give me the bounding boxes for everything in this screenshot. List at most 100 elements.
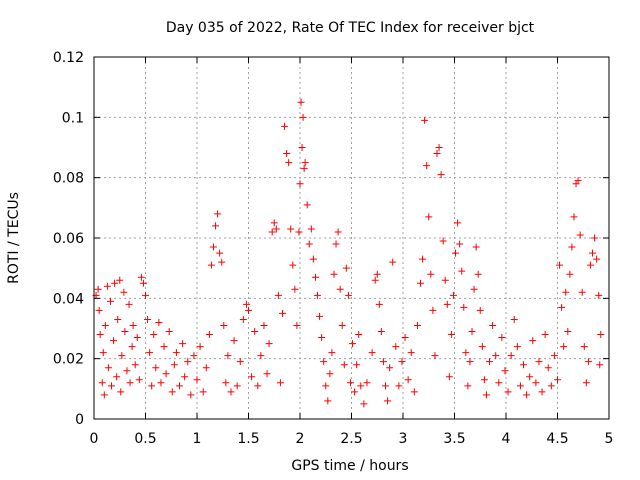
data-point (520, 361, 528, 369)
data-point (482, 391, 490, 399)
data-point (507, 352, 515, 360)
data-point (523, 391, 531, 399)
data-point (293, 321, 301, 329)
data-point (181, 373, 189, 381)
data-point (538, 388, 546, 396)
x-tick-label: 4.5 (546, 431, 568, 447)
data-point (318, 334, 326, 342)
data-point (207, 261, 215, 269)
data-point (449, 291, 457, 299)
data-point (111, 279, 119, 287)
data-point (447, 331, 455, 339)
data-point (413, 321, 421, 329)
data-point (307, 225, 315, 233)
data-point (562, 288, 570, 296)
data-point (389, 258, 397, 266)
data-point (202, 364, 210, 372)
data-point (172, 349, 180, 357)
data-point (554, 376, 561, 384)
data-point (419, 255, 427, 263)
x-tick-label: 3.5 (443, 431, 465, 447)
data-point (263, 370, 271, 378)
data-point (227, 388, 235, 396)
data-point (395, 382, 403, 390)
data-point (580, 343, 588, 351)
data-point (360, 400, 368, 408)
data-point (270, 219, 278, 227)
data-point (150, 331, 158, 339)
data-point (274, 291, 282, 299)
data-point (311, 273, 319, 281)
data-point (407, 349, 415, 357)
data-point (146, 349, 154, 357)
data-point (334, 228, 342, 236)
data-point (423, 162, 431, 170)
data-point (108, 382, 116, 390)
data-point (584, 358, 592, 366)
data-point (144, 315, 152, 323)
data-point (427, 270, 435, 278)
data-point (260, 321, 268, 329)
data-point (425, 213, 433, 221)
data-point (392, 343, 400, 351)
data-point (470, 285, 478, 293)
data-point (558, 303, 566, 311)
data-point (454, 219, 462, 227)
data-point (544, 364, 552, 372)
data-point (137, 273, 145, 281)
data-point (305, 240, 313, 248)
data-point (96, 331, 104, 339)
data-point (421, 116, 429, 124)
data-point (456, 240, 464, 248)
data-point (152, 364, 160, 372)
data-point (218, 258, 226, 266)
data-point (175, 382, 183, 390)
data-point (131, 361, 139, 369)
data-point (222, 379, 230, 387)
data-point (398, 358, 406, 366)
data-point (193, 376, 201, 384)
data-point (320, 358, 328, 366)
data-point (593, 255, 601, 263)
data-point (489, 321, 497, 329)
data-point (353, 361, 361, 369)
data-point (95, 306, 103, 314)
data-point (377, 328, 385, 336)
data-point (179, 340, 187, 348)
x-tick-label: 4 (502, 431, 511, 447)
data-point (328, 349, 336, 357)
data-point (113, 373, 121, 381)
x-tick-label: 2.5 (340, 431, 362, 447)
data-point (568, 243, 576, 251)
data-point (435, 144, 443, 151)
data-point (209, 243, 217, 251)
data-point (458, 267, 466, 275)
data-point (596, 361, 604, 369)
data-point (162, 370, 170, 378)
data-point (410, 388, 418, 396)
data-point (445, 373, 453, 381)
data-point (526, 373, 534, 381)
data-point (242, 300, 250, 308)
data-point (199, 388, 207, 396)
data-point (184, 358, 192, 366)
data-point (296, 180, 304, 188)
data-point (309, 255, 317, 263)
tick-labels: 0 0.5 1 1.5 2 2.5 3 3.5 4 4.5 5 0 0.02 0.04 0.06 0.08 0.… (53, 50, 614, 447)
data-point (278, 309, 286, 317)
data-point (300, 165, 308, 173)
data-point (220, 321, 228, 329)
y-tick-label: 0.08 (53, 171, 84, 187)
data-point (574, 177, 582, 185)
data-point (576, 231, 584, 239)
data-point (351, 388, 359, 396)
y-tick-label: 0 (75, 412, 84, 428)
data-point (586, 261, 594, 269)
data-point (251, 328, 259, 336)
data-point (120, 288, 128, 296)
data-point (324, 397, 332, 405)
data-point (104, 364, 112, 372)
data-point (386, 364, 394, 372)
data-point (129, 321, 137, 329)
